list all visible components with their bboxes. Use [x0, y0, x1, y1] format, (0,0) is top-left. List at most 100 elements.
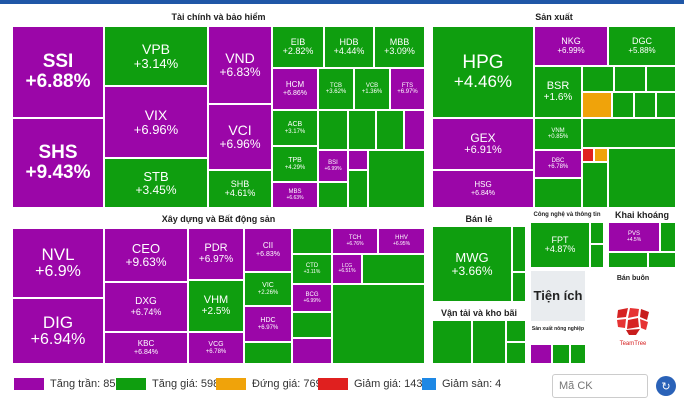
tile-ssi[interactable]: SSI +6.88%: [12, 26, 104, 118]
legend-label: Giảm sàn: 4: [442, 378, 502, 390]
tile-cons-s1[interactable]: [244, 342, 292, 364]
tile-hcm[interactable]: HCM +6.86%: [272, 68, 318, 110]
tile-pdr[interactable]: PDR +6.97%: [188, 228, 244, 280]
tile-fin-small-1[interactable]: [318, 110, 348, 150]
tile-trans-s2[interactable]: [472, 320, 506, 364]
tile-hhv[interactable]: HHV +6.95%: [378, 228, 425, 254]
tile-prod-yellow[interactable]: [594, 148, 608, 162]
tile-fin-small-2[interactable]: [348, 110, 376, 150]
tile-prod-cluster[interactable]: [608, 148, 676, 208]
tile-kbc[interactable]: KBC +6.84%: [104, 332, 188, 364]
stock-search-input[interactable]: [552, 374, 648, 398]
tile-prod-s3[interactable]: [646, 66, 676, 92]
tile-tch[interactable]: TCH +6.76%: [332, 228, 378, 254]
tile-bsr[interactable]: BSR +1.6%: [534, 66, 582, 118]
tile-fin-small-5[interactable]: [318, 182, 348, 208]
tile-prod-red[interactable]: [582, 148, 594, 162]
tile-vnm[interactable]: VNM +0.85%: [534, 118, 582, 150]
tile-acb[interactable]: ACB +3.17%: [272, 110, 318, 146]
tile-fin-small-4[interactable]: [404, 110, 425, 150]
tile-ctd[interactable]: CTD +3.11%: [292, 254, 332, 284]
tile-bsi[interactable]: BSI +6.99%: [318, 150, 348, 182]
tile-mining-s3[interactable]: [648, 252, 676, 268]
tile-prod-s2[interactable]: [614, 66, 646, 92]
tile-prod-s6[interactable]: [634, 92, 656, 118]
tile-nkg[interactable]: NKG +6.99%: [534, 26, 608, 66]
tile-cons-cluster[interactable]: [332, 284, 425, 364]
legend-item-floor[interactable]: Giảm sàn: 4: [422, 378, 501, 390]
tile-retail-s1[interactable]: [512, 226, 526, 272]
tile-cii[interactable]: CII +6.83%: [244, 228, 292, 272]
legend-item-ceiling[interactable]: Tăng trần: 85: [14, 378, 115, 390]
tile-agri-s3[interactable]: [570, 344, 586, 364]
tile-bcg[interactable]: BCG +6.99%: [292, 284, 332, 312]
tile-shs[interactable]: SHS +9.43%: [12, 118, 104, 208]
refresh-icon[interactable]: ↻: [656, 376, 676, 396]
tile-vix[interactable]: VIX +6.96%: [104, 86, 208, 158]
tile-dgc[interactable]: DGC +5.88%: [608, 26, 676, 66]
tile-cons-s3[interactable]: [362, 254, 425, 284]
tile-prod-s9[interactable]: [582, 118, 676, 148]
tile-fin-small-7[interactable]: [348, 170, 368, 208]
tile-ceo[interactable]: CEO +9.63%: [104, 228, 188, 282]
tile-prod-s10[interactable]: [582, 162, 608, 208]
tile-hsg[interactable]: HSG +6.84%: [432, 170, 534, 208]
tile-tech-s1[interactable]: [590, 222, 604, 244]
tile-prod-s7[interactable]: [656, 92, 676, 118]
tile-vcg[interactable]: VCG +6.78%: [188, 332, 244, 364]
tile-retail-s2[interactable]: [512, 272, 526, 302]
tile-trans-s4[interactable]: [506, 342, 526, 364]
tile-dxg[interactable]: DXG +6.74%: [104, 282, 188, 332]
tile-hpg[interactable]: HPG +4.46%: [432, 26, 534, 118]
tile-fts[interactable]: FTS +6.97%: [390, 68, 425, 110]
tile-utilities[interactable]: Tiện ích: [530, 270, 586, 322]
tile-mining-s2[interactable]: [608, 252, 648, 268]
tile-nvl[interactable]: NVL +6.9%: [12, 228, 104, 298]
tile-cons-s2[interactable]: [292, 228, 332, 254]
legend-swatch: [116, 378, 146, 390]
tile-vci[interactable]: VCI +6.96%: [208, 104, 272, 170]
tile-hdc[interactable]: HDC +6.97%: [244, 306, 292, 342]
tile-shb[interactable]: SHB +4.61%: [208, 170, 272, 208]
tile-mwg[interactable]: MWG +3.66%: [432, 226, 512, 302]
tile-hdb[interactable]: HDB +4.44%: [324, 26, 374, 68]
tile-prod-s4[interactable]: [582, 92, 612, 118]
tile-trans-s3[interactable]: [506, 320, 526, 342]
tile-fpt[interactable]: FPT +4.87%: [530, 222, 590, 268]
tile-fin-small-6[interactable]: [348, 150, 368, 170]
tile-change: +6.96%: [133, 121, 179, 137]
tile-dig[interactable]: DIG +6.94%: [12, 298, 104, 364]
tile-tcb[interactable]: TCB +3.62%: [318, 68, 354, 110]
tile-dbc[interactable]: DBC +6.78%: [534, 150, 582, 178]
tile-vpb[interactable]: VPB +3.14%: [104, 26, 208, 86]
tile-mbs[interactable]: MBS +6.63%: [272, 182, 318, 208]
tile-prod-s5[interactable]: [612, 92, 634, 118]
tile-fin-cluster[interactable]: [368, 150, 425, 208]
tile-prod-s8[interactable]: [534, 178, 582, 208]
legend-item-flat[interactable]: Đứng giá: 769: [216, 378, 322, 390]
tile-vnd[interactable]: VND +6.83%: [208, 26, 272, 104]
tile-mining-s1[interactable]: [660, 222, 676, 252]
legend-item-up[interactable]: Tăng giá: 598: [116, 378, 219, 390]
tile-vcb[interactable]: VCB +1.36%: [354, 68, 390, 110]
panel-transport: Vận tải và kho bãi: [432, 306, 526, 364]
tile-cons-s4[interactable]: [292, 312, 332, 338]
tile-fin-small-3[interactable]: [376, 110, 404, 150]
tile-vic[interactable]: VIC +2.26%: [244, 272, 292, 306]
tile-stb[interactable]: STB +3.45%: [104, 158, 208, 208]
tile-agri-s1[interactable]: [530, 344, 552, 364]
tile-pvs[interactable]: PVS +4.5%: [608, 222, 660, 252]
tile-prod-s1[interactable]: [582, 66, 614, 92]
tile-gex[interactable]: GEX +6.91%: [432, 118, 534, 170]
legend-item-down[interactable]: Giảm giá: 143: [318, 378, 422, 390]
tile-vhm[interactable]: VHM +2.5%: [188, 280, 244, 332]
tile-agri-s2[interactable]: [552, 344, 570, 364]
tile-change: +4.61%: [224, 188, 256, 198]
tile-trans-s1[interactable]: [432, 320, 472, 364]
tile-mbb[interactable]: MBB +3.09%: [374, 26, 425, 68]
tile-lcg[interactable]: LCG +6.51%: [332, 254, 362, 284]
tile-tpb[interactable]: TPB +4.29%: [272, 146, 318, 182]
tile-eib[interactable]: EIB +2.82%: [272, 26, 324, 68]
tile-cons-s5[interactable]: [292, 338, 332, 364]
tile-tech-s2[interactable]: [590, 244, 604, 268]
